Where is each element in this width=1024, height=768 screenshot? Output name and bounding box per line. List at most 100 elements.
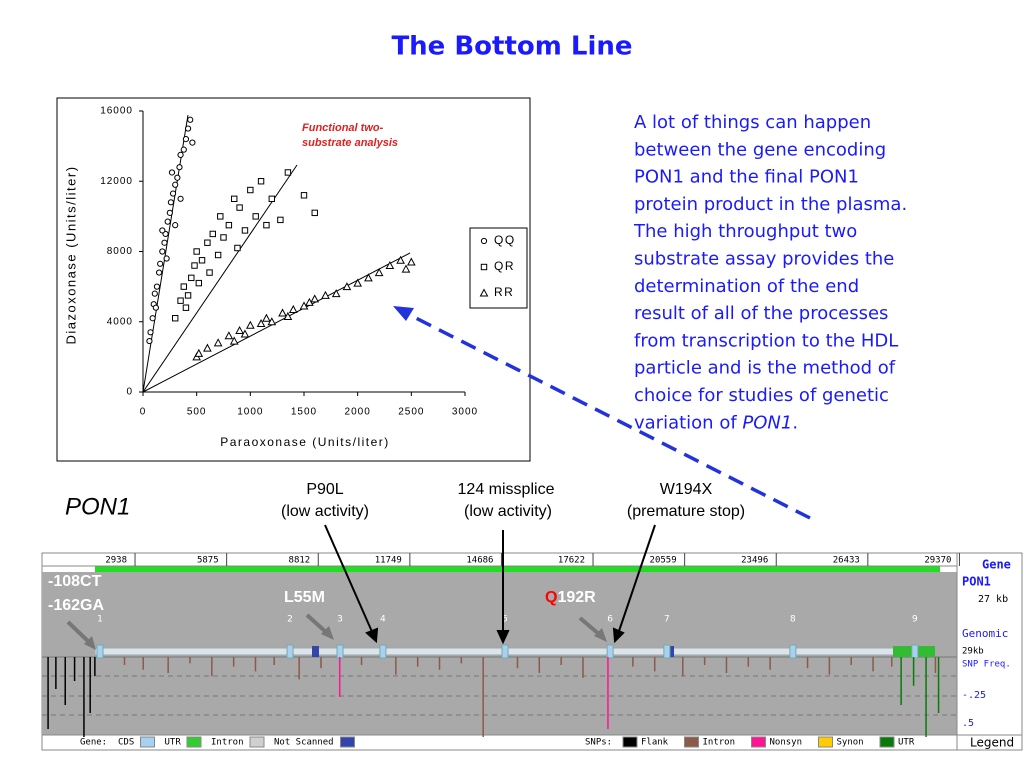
- arrow-head: [365, 627, 379, 644]
- point: [172, 222, 179, 229]
- point: [284, 169, 292, 176]
- point: [214, 251, 222, 259]
- fit-line: [142, 114, 189, 393]
- legend-swatch: [818, 736, 833, 748]
- exon: [286, 644, 294, 659]
- slide-title: The Bottom Line: [391, 32, 632, 62]
- exon-label: 6: [607, 615, 613, 625]
- text-span: variation of: [634, 412, 742, 433]
- point: [166, 209, 173, 216]
- point: [257, 178, 265, 185]
- exon-label: 1: [97, 615, 103, 625]
- point: [184, 125, 192, 132]
- point: [401, 264, 411, 273]
- point: [331, 289, 341, 298]
- legend-label: CDS: [118, 738, 134, 748]
- side-label: 27 kb: [978, 594, 1008, 605]
- point: [220, 234, 227, 241]
- fit-line: [142, 164, 298, 393]
- exon: [789, 644, 797, 659]
- exon: [606, 644, 614, 659]
- exon: [911, 644, 919, 659]
- legend-swatch: [751, 736, 766, 748]
- ruler-label: 14686: [466, 556, 493, 566]
- point: [213, 338, 223, 347]
- x-axis-label: Paraoxonase (Units/liter): [220, 435, 390, 449]
- point: [225, 221, 233, 229]
- point: [198, 257, 206, 264]
- y-tick-label: 12000: [100, 176, 133, 187]
- ruler-label: 23496: [741, 556, 768, 566]
- point: [151, 290, 158, 297]
- point: [277, 216, 284, 224]
- legend-label: QQ: [494, 233, 516, 247]
- ruler-label: 2938: [105, 556, 127, 566]
- gray-arrow: [66, 620, 92, 645]
- x-tick-label: 1000: [237, 407, 263, 418]
- point: [182, 304, 190, 311]
- point: [180, 146, 187, 153]
- side-label: Gene: [982, 558, 1011, 572]
- paragraph-line: A lot of things can happen: [634, 112, 871, 133]
- exon: [663, 644, 671, 659]
- exon-label: 8: [790, 615, 796, 625]
- legend-swatch: [249, 736, 265, 748]
- arrow-head: [496, 630, 510, 645]
- point: [231, 195, 238, 203]
- legend-label: UTR: [898, 738, 915, 748]
- point: [240, 329, 250, 338]
- black-arrow: [324, 524, 374, 635]
- gene-track: [94, 647, 936, 656]
- point: [209, 230, 216, 238]
- variant-label: -108CT: [48, 573, 102, 590]
- point: [342, 282, 352, 291]
- paragraph-line: particle and is the method of: [634, 358, 896, 379]
- ruler-label: 20559: [650, 556, 677, 566]
- annotation: Functional two-: [302, 122, 384, 134]
- gene-label: PON1: [65, 493, 130, 520]
- y-tick-label: 0: [126, 387, 133, 398]
- scan-bar: [95, 566, 940, 572]
- point: [168, 169, 176, 176]
- point: [247, 186, 254, 194]
- point: [310, 294, 320, 303]
- point: [193, 248, 200, 255]
- exon-label: 5: [502, 615, 508, 625]
- exon-label: 7: [664, 615, 670, 625]
- point: [147, 329, 154, 336]
- legend-swatch: [879, 736, 895, 748]
- point: [263, 221, 270, 229]
- legend-label: Intron: [703, 738, 736, 748]
- paragraph-line: result of all of the processes: [634, 303, 888, 324]
- paragraph-line: substrate assay provides the: [634, 249, 894, 270]
- ruler-label: 17622: [558, 556, 585, 566]
- gray-arrow: [305, 613, 329, 635]
- point: [161, 239, 168, 246]
- x-tick-label: 3000: [452, 407, 478, 418]
- ruler-label: 5875: [197, 556, 219, 566]
- point: [262, 313, 271, 322]
- exon-label: 3: [337, 615, 343, 625]
- legend-label: Synon: [837, 738, 864, 748]
- paragraph-line: between the gene encoding: [634, 139, 886, 160]
- mutation-name: W194X: [660, 481, 713, 498]
- point: [187, 116, 194, 123]
- legend-swatch: [622, 736, 638, 748]
- point: [353, 278, 363, 287]
- text-span: .: [792, 412, 798, 433]
- point: [194, 348, 204, 357]
- y-tick-label: 16000: [100, 106, 133, 117]
- exon: [379, 644, 387, 659]
- point: [176, 164, 183, 171]
- point: [204, 239, 211, 246]
- side-label: 29kb: [962, 647, 984, 657]
- point: [245, 320, 255, 329]
- x-tick-label: 2000: [345, 407, 371, 418]
- legend-label: QR: [494, 259, 515, 273]
- x-tick-label: 0: [140, 407, 147, 418]
- scatter-chart: 0 500 1000 1500 2000 2500 3000 0 4000 8000 12000 16…: [63, 106, 528, 449]
- legend-title: SNPs:: [585, 738, 612, 748]
- annotations: -108CT -162GA L55M Q192R: [48, 573, 607, 650]
- point: [406, 257, 416, 266]
